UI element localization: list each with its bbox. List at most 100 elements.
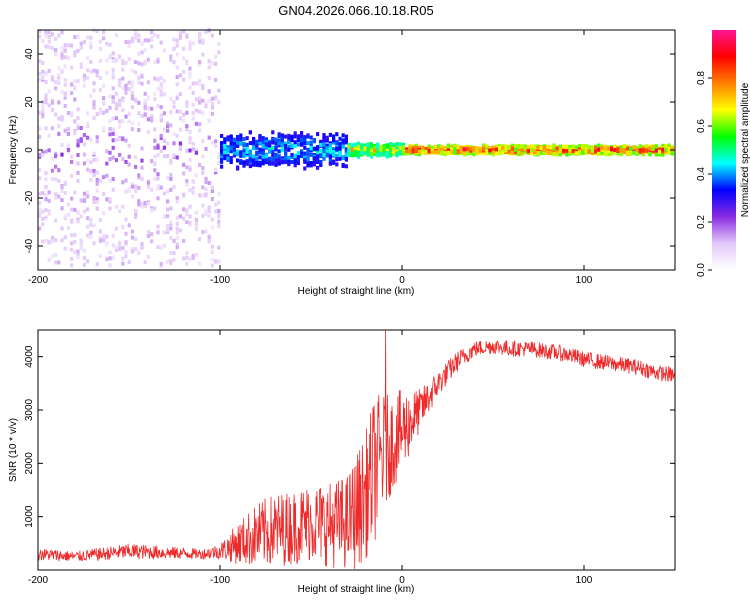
spectrogram-cell xyxy=(121,204,125,209)
spectrogram-cell xyxy=(555,150,559,155)
spectrogram-cell xyxy=(635,148,639,153)
spectrogram-cell xyxy=(111,57,115,62)
spectrogram-cell xyxy=(44,30,48,35)
spectrogram-cell xyxy=(73,97,77,102)
spectrogram-cell xyxy=(162,230,166,235)
spectrogram-cell xyxy=(232,145,236,150)
spectrogram-cell xyxy=(178,147,182,151)
spectrogram-cell xyxy=(223,153,227,157)
spectrogram-cell xyxy=(306,157,310,162)
snr-x-ticks: -200 -100 0 100 xyxy=(28,330,593,586)
spectrogram-cell xyxy=(178,34,182,39)
spectrogram-cell xyxy=(182,77,186,82)
spectrogram-cell xyxy=(504,148,508,153)
spectrogram-cell xyxy=(41,112,45,117)
spectrogram-cell xyxy=(603,144,607,149)
spectrogram-cell xyxy=(555,146,559,151)
spectrogram-cell xyxy=(402,147,406,152)
spectrogram-cell xyxy=(191,103,195,107)
spectrogram-cell xyxy=(648,152,652,157)
spectrogram-cell xyxy=(581,144,585,148)
spectrogram-cell xyxy=(350,143,354,148)
colorbar-ticks: 0.0 0.2 0.4 0.6 0.8 xyxy=(696,71,712,277)
spectrogram-cell xyxy=(92,199,96,204)
spectrogram-cell xyxy=(108,127,112,131)
spectrogram-cell xyxy=(638,144,642,149)
spectrogram-cell xyxy=(44,238,48,243)
spectrogram-cell xyxy=(264,157,268,162)
spectrogram-cell xyxy=(619,148,623,153)
spectrogram-cell xyxy=(175,82,179,87)
spectrogram-cell xyxy=(150,187,154,192)
spectrogram-cell xyxy=(319,154,323,159)
spectrogram-cell xyxy=(185,212,189,217)
spectrogram-cell xyxy=(185,34,189,39)
spectrogram-cell xyxy=(111,138,115,143)
spectrogram-cell xyxy=(274,141,278,146)
spectrogram-cell xyxy=(50,32,54,37)
spectrogram-cell xyxy=(47,45,51,50)
spectrogram-cell xyxy=(70,256,74,261)
spectrogram-cell xyxy=(482,151,486,156)
spectrogram-cell xyxy=(204,208,208,213)
spectrogram-cell xyxy=(89,222,93,227)
spectrogram-cell xyxy=(153,168,157,173)
spectrogram-cell xyxy=(95,200,99,205)
spectrogram-cell xyxy=(41,209,45,214)
spectrogram-cell xyxy=(95,188,99,193)
spectrogram-cell xyxy=(76,126,80,131)
spectrogram-cell xyxy=(134,29,138,33)
spectrogram-cell xyxy=(47,68,51,73)
snr-x-label: Height of straight line (km) xyxy=(298,584,415,595)
spectrogram-cell xyxy=(162,78,166,83)
spectrogram-cell xyxy=(424,147,428,152)
spectrogram-cell xyxy=(44,197,48,202)
spectrogram-cell xyxy=(118,124,122,129)
spectrogram-cell xyxy=(50,46,54,50)
spectrogram-cell xyxy=(41,216,45,221)
spectrogram-cell xyxy=(92,68,96,73)
spectrogram-cell xyxy=(440,150,444,155)
spectrogram-cell xyxy=(353,146,357,151)
spectrogram-cell xyxy=(236,135,240,139)
spectrogram-cell xyxy=(57,66,61,71)
spectrogram-cell xyxy=(89,230,93,235)
spectrogram-cell xyxy=(70,113,74,118)
spectrogram-cell xyxy=(242,163,246,168)
spectrogram-cell xyxy=(140,81,144,86)
spectrogram-cell xyxy=(214,96,218,101)
spectrogram-cell xyxy=(127,87,131,92)
spectrogram-cell xyxy=(312,162,316,167)
spectrogram-cell xyxy=(86,216,90,221)
spectrogram-cell xyxy=(645,144,649,149)
spectrogram-cell xyxy=(271,152,275,157)
spectrogram-cell xyxy=(389,142,393,147)
snr-y-tick-label: 4000 xyxy=(24,345,35,368)
spectrogram-cell xyxy=(92,116,96,121)
spectrogram-cell xyxy=(236,138,240,143)
spectrogram-cell xyxy=(475,146,479,151)
spectrogram-cell xyxy=(70,241,74,246)
spectrogram-cell xyxy=(536,151,540,155)
spectrogram-cell xyxy=(306,147,310,152)
spectrogram-cell xyxy=(188,40,192,45)
spectrogram-cell xyxy=(111,233,115,238)
spectrogram-cell xyxy=(50,176,54,181)
spectrogram-cell xyxy=(632,150,636,155)
spectrogram-cell xyxy=(350,153,354,158)
spectrogram-cell xyxy=(210,61,214,66)
spectrogram-cell xyxy=(217,191,221,196)
spectrogram-cell xyxy=(300,151,304,156)
spectrogram-cell xyxy=(98,58,102,63)
spectrogram-cell xyxy=(542,145,546,150)
spectrogram-cell xyxy=(198,122,202,127)
spectrogram-cell xyxy=(568,147,572,152)
spectrogram-cell xyxy=(300,134,304,139)
spectrogram-cell xyxy=(172,153,176,158)
spectrogram-cell xyxy=(175,199,179,204)
spectrogram-cell xyxy=(526,149,530,153)
spectrogram-cell xyxy=(47,103,51,108)
spectrogram-cell xyxy=(379,152,383,156)
spectrogram-cell xyxy=(220,156,224,161)
spectrogram-cell xyxy=(366,150,370,154)
